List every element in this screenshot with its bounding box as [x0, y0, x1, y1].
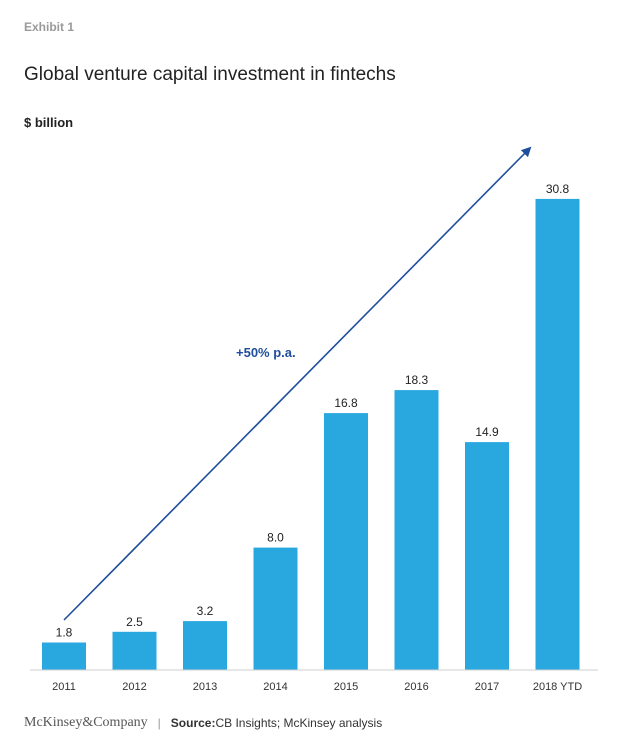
bar-2013 [183, 621, 227, 670]
value-label: 18.3 [405, 373, 429, 387]
value-label: 3.2 [197, 604, 214, 618]
x-tick-label: 2012 [122, 681, 146, 693]
bar-chart: 1.8 2011 2.5 2012 3.2 2013 8.0 2014 16.8 2015 18.3… [30, 146, 598, 693]
value-label: 2.5 [126, 615, 143, 629]
bar-2018-ytd [535, 198, 580, 670]
bar-2017 [465, 442, 509, 670]
bar-2015 [324, 413, 368, 670]
bar-2011 [42, 642, 86, 670]
value-label: 1.8 [56, 626, 73, 640]
chart-title: Global venture capital investment in fin… [24, 64, 396, 85]
x-tick-label: 2018 YTD [533, 681, 582, 693]
source-text: CB Insights; McKinsey analysis [215, 716, 383, 730]
growth-annotation: +50% p.a. [236, 345, 296, 360]
x-tick-label: 2016 [404, 681, 428, 693]
footer: McKinsey&Company | Source: CB Insights; … [24, 715, 382, 731]
value-label: 16.8 [334, 396, 358, 410]
value-label: 30.8 [546, 182, 570, 196]
source-label: Source: [170, 716, 216, 730]
bars-layer: 1.8 2011 2.5 2012 3.2 2013 8.0 2014 16.8 2015 18.3… [42, 182, 582, 693]
x-tick-label: 2013 [193, 681, 217, 693]
growth-arrow [63, 146, 532, 621]
bar-2014 [253, 547, 298, 670]
bar-2016 [394, 390, 439, 670]
unit-label: $ billion [24, 115, 74, 130]
footer-separator: | [157, 716, 161, 730]
exhibit-label: Exhibit 1 [24, 20, 75, 34]
x-tick-label: 2011 [52, 681, 76, 693]
value-label: 8.0 [267, 531, 284, 545]
bar-2012 [112, 631, 157, 670]
brand-logo: McKinsey&Company [24, 715, 148, 730]
x-tick-label: 2014 [263, 681, 287, 693]
value-label: 14.9 [475, 425, 499, 439]
x-tick-label: 2017 [475, 681, 499, 693]
x-tick-label: 2015 [334, 681, 358, 693]
